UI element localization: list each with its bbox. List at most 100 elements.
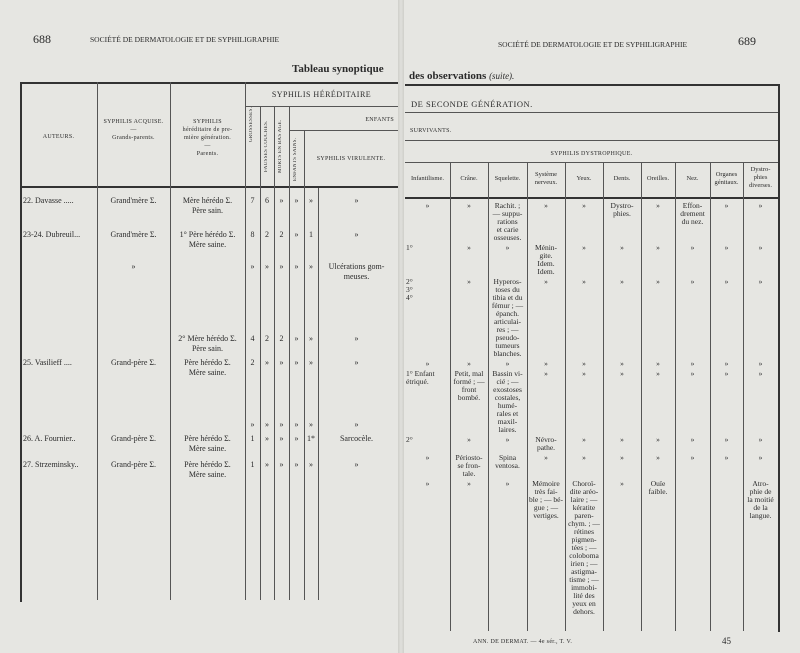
table-cell: » [265, 460, 269, 469]
author-cell: 26. A. Fournier.. [23, 434, 76, 443]
column-header: SYPHILIS VIRULENTE. [316, 156, 386, 162]
table-cell: Grand-père Σ. [110, 358, 157, 367]
table-cell: » [505, 243, 510, 252]
table-cell: » [690, 369, 695, 378]
table-cell: Hyperos- toses du tibia et du fémur ; — … [491, 277, 524, 358]
table-cell: 2 [250, 358, 255, 367]
table-cell: Atro- phie de la moitié de la langue. [747, 479, 774, 520]
table-cell: 2 [279, 334, 284, 343]
table-cell: Père hérédo Σ. Mère saine. [184, 358, 231, 377]
right-running-head: SOCIÉTÉ DE DERMATOLOGIE ET DE SYPHILIGRA… [498, 40, 688, 49]
table-cell: » [354, 230, 359, 239]
table-cell: 1° Enfant étriqué. [406, 369, 435, 386]
column-header: SYPHILIS héréditaire de pre- mière génér… [182, 119, 233, 157]
table-cell: 2 [265, 334, 269, 343]
table-cell: » [467, 243, 471, 252]
table-cell: Ménin- gite. Idem. Idem. [534, 243, 558, 276]
column-header: GROSSESSES. [249, 106, 254, 142]
table-cell: 6 [265, 196, 269, 205]
table-cell: 1° Père hérédo Σ. Mère saine. [179, 230, 236, 249]
table-cell: » [505, 479, 510, 488]
table-cell: » [582, 359, 586, 368]
table-cell: » [620, 369, 624, 378]
left-running-head: SOCIÉTÉ DE DERMATOLOGIE ET DE SYPHILIGRA… [90, 35, 280, 44]
table-cell: 2 [265, 230, 269, 239]
table-cell: » [309, 358, 313, 367]
column-rule [318, 188, 319, 600]
table-cell: Choroï- dite aréo- laire ; — kératite pa… [568, 479, 600, 616]
table-title: Tableau synoptique [292, 63, 384, 75]
table-cell: » [294, 334, 299, 343]
table-cell: » [425, 453, 430, 462]
column-rule [245, 82, 246, 600]
table-cell: » [354, 460, 359, 469]
table-cell: » [758, 359, 763, 368]
table-cell: » [582, 277, 586, 286]
table-cell: » [758, 435, 763, 444]
table-cell: Ouïe faible. [648, 479, 668, 496]
right-table-body: »» Rachit. ; — suppu- rations et carie os… [405, 202, 778, 618]
table-row: 2° » » Névro- pathe. » » » » » » [405, 436, 778, 452]
table-cell: » [467, 359, 471, 368]
table-cell: » [724, 277, 729, 286]
table-cell: » [582, 435, 586, 444]
table-cell: » [544, 277, 548, 286]
column-header: Yeux. [576, 175, 592, 182]
table-cell: Grand-père Σ. [110, 460, 157, 469]
table-cell: » [690, 277, 695, 286]
rule [405, 140, 778, 141]
table-cell: Effon- drement du nez. [680, 201, 705, 226]
table-cell: Grand-père Σ. [110, 434, 157, 443]
table-cell: » [620, 359, 624, 368]
signature-mark: 45 [722, 636, 731, 646]
table-cell [710, 480, 743, 616]
table-cell: 1 [250, 460, 255, 469]
table-cell: Périosto- se fron- tale. [455, 453, 483, 478]
table-cell: » [354, 334, 359, 343]
table-cell: » [656, 435, 660, 444]
table-cell: 2° 3° 4° [406, 277, 413, 302]
table-cell: » [467, 479, 471, 488]
table-cell: » [724, 453, 729, 462]
table-cell: » [467, 435, 471, 444]
table-cell: » [467, 277, 471, 286]
table-cell: Père hérédo Σ. Mère saine. [184, 434, 231, 453]
column-rule [527, 163, 528, 631]
table-cell: » [656, 369, 660, 378]
table-cell: » [582, 201, 586, 210]
column-header: FAUSSES COUCHES. [264, 120, 269, 172]
table-cell: » [294, 420, 299, 429]
table-cell: 8 [250, 230, 255, 239]
column-header: AUTEURS. [42, 134, 75, 140]
table-cell: 4 [250, 334, 255, 343]
author-cell: 25. Vasilieff .... [23, 358, 72, 367]
table-cell: » [656, 359, 660, 368]
table-cell: » [724, 201, 729, 210]
book-gutter [398, 0, 404, 653]
table-cell: » [505, 435, 510, 444]
table-cell: » [425, 201, 430, 210]
table-cell: » [294, 358, 299, 367]
table-cell: » [294, 460, 299, 469]
table-cell: » [265, 358, 269, 367]
table-title-continued: des observations (suite). [409, 70, 514, 82]
table-cell: » [294, 434, 299, 443]
table-cell: » [467, 201, 471, 210]
rule [20, 186, 398, 188]
table-cell: » [582, 369, 586, 378]
table-cell: » [265, 434, 269, 443]
column-header: Organes génitaux. [714, 171, 739, 186]
table-cell: » [425, 479, 430, 488]
table-cell: » [544, 359, 548, 368]
table-cell: » [131, 262, 136, 271]
column-header: MORTS EN BAS AGE. [278, 119, 283, 173]
column-header: SYPHILIS ACQUISE. — Grands-parents. [103, 119, 164, 141]
column-rule [675, 163, 676, 631]
column-header: Système nerveux. [534, 171, 558, 186]
table-cell: » [354, 358, 359, 367]
rule [405, 84, 780, 86]
table-cell: » [544, 369, 548, 378]
table-cell: » [354, 420, 359, 429]
table-row: » » » » » » » » » » [405, 360, 778, 368]
table-cell: » [620, 243, 624, 252]
